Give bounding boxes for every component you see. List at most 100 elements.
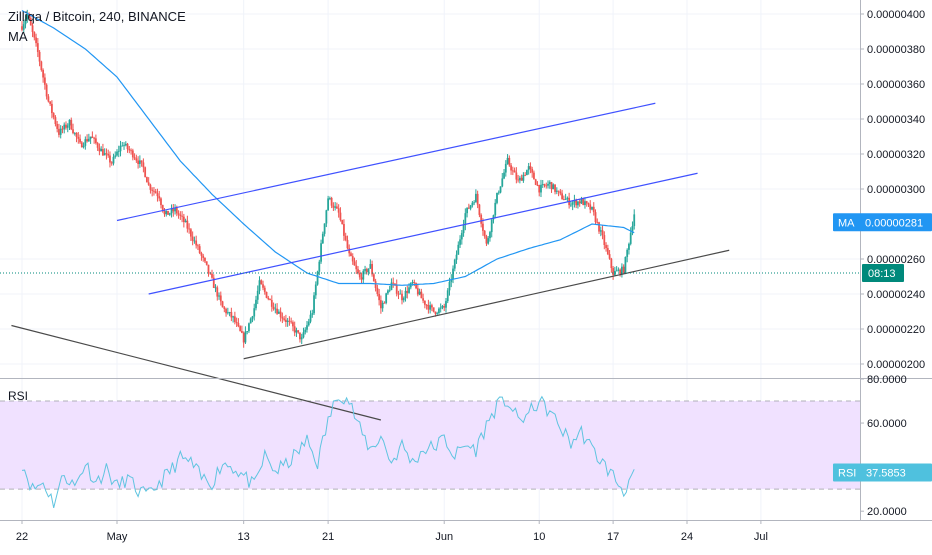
- candle: [154, 188, 157, 194]
- candle-body: [351, 256, 354, 262]
- candle: [547, 180, 549, 189]
- candle: [87, 133, 90, 142]
- candle: [121, 141, 124, 147]
- candle: [608, 250, 611, 260]
- candle-body: [501, 178, 504, 187]
- candle-body: [135, 158, 138, 161]
- candle-body: [170, 208, 173, 214]
- candle: [613, 266, 616, 276]
- candle-body: [420, 291, 423, 299]
- candle-body: [385, 293, 388, 303]
- candle-body: [401, 293, 403, 301]
- candle: [344, 232, 347, 242]
- candle-body: [445, 301, 447, 308]
- candle: [189, 227, 192, 242]
- candle-body: [267, 297, 270, 300]
- candle-body: [65, 124, 67, 128]
- candle-body: [529, 166, 532, 169]
- candle-body: [140, 160, 143, 163]
- candle-body: [585, 201, 588, 204]
- candle: [515, 167, 518, 184]
- candle: [561, 189, 563, 200]
- candle: [448, 277, 451, 296]
- candle-body: [107, 153, 110, 156]
- candle: [112, 153, 115, 166]
- candle-body: [524, 174, 527, 176]
- candle-body: [395, 284, 398, 294]
- candle-body: [221, 301, 224, 308]
- candle: [286, 317, 289, 327]
- candle: [110, 161, 113, 166]
- candle: [459, 235, 461, 248]
- candle: [288, 316, 291, 326]
- candle-body: [168, 213, 171, 215]
- candle: [70, 117, 73, 131]
- time-axis[interactable]: 22 May 13 21 Jun 10 17 24 Jul: [16, 520, 768, 543]
- candle-body: [174, 207, 176, 212]
- moving-average-line: [21, 9, 635, 286]
- candle: [179, 211, 182, 220]
- rsi-legend-label[interactable]: RSI: [8, 389, 29, 403]
- candle-body: [323, 223, 326, 234]
- candle-body: [562, 199, 565, 201]
- candle-body: [406, 290, 409, 293]
- candle-body: [545, 185, 548, 187]
- candle-body: [564, 199, 567, 200]
- candle-body: [35, 37, 37, 44]
- candle-body: [277, 311, 280, 314]
- trend-lines[interactable]: [11, 102, 730, 421]
- candle-body: [128, 149, 131, 151]
- candle: [54, 115, 57, 127]
- candle-body: [263, 287, 266, 292]
- candle: [478, 203, 481, 218]
- candle-body: [198, 246, 201, 254]
- candle-body: [43, 77, 46, 85]
- candle-body: [318, 261, 321, 272]
- candle-body: [207, 264, 210, 273]
- candle: [483, 229, 486, 239]
- candle: [218, 292, 220, 300]
- candle-body: [91, 136, 94, 138]
- ma-legend-label[interactable]: MA: [8, 29, 28, 44]
- candle: [202, 253, 205, 262]
- candle-body: [497, 192, 500, 194]
- candle-body: [587, 203, 590, 205]
- candle: [587, 202, 590, 207]
- candle-body: [80, 142, 83, 148]
- candle-body: [492, 215, 495, 220]
- candle-body: [235, 321, 238, 323]
- candle-body: [332, 205, 335, 208]
- candle-body: [339, 212, 342, 220]
- candle-body: [147, 182, 150, 185]
- candle-body: [605, 245, 607, 249]
- candle-body: [325, 210, 328, 224]
- candle-body: [149, 184, 152, 190]
- candle-body: [40, 61, 43, 71]
- candle-body: [577, 201, 579, 206]
- candle: [28, 12, 30, 21]
- candle: [225, 307, 227, 317]
- candle-body: [503, 172, 505, 179]
- candle-body: [223, 307, 226, 309]
- candle: [79, 134, 81, 144]
- price-axis[interactable]: 0.00000400 0.00000380 0.00000360 0.00000340…: [860, 9, 925, 371]
- candle: [388, 285, 391, 293]
- candle: [594, 209, 597, 225]
- candle-body: [218, 295, 220, 297]
- candle-body: [114, 155, 117, 157]
- candle: [260, 279, 263, 285]
- candle-body: [348, 248, 351, 254]
- chart-title[interactable]: Zilliqa / Bitcoin, 240, BINANCE: [8, 9, 186, 24]
- rsi-axis[interactable]: 80.0000 60.0000 20.0000: [860, 374, 907, 518]
- candle: [348, 244, 351, 257]
- candle-body: [73, 132, 76, 134]
- candle-body: [357, 269, 359, 274]
- candle: [592, 202, 595, 216]
- candle-body: [195, 240, 198, 246]
- candle-body: [575, 200, 578, 206]
- candle-body: [473, 202, 476, 204]
- candle: [318, 259, 321, 276]
- candle-body: [457, 244, 460, 255]
